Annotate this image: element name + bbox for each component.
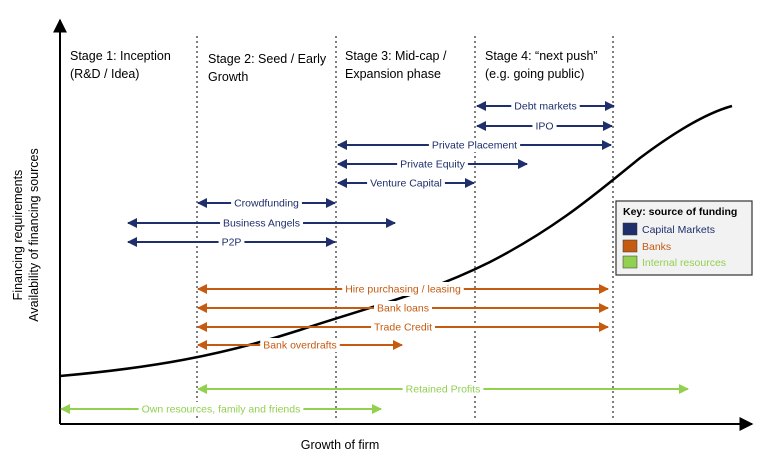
key-swatch [622,239,638,253]
source-private-equity: Private Equity [337,157,528,171]
source-private-placement: Private Placement [337,138,612,152]
source-label: Venture Capital [370,178,442,190]
source-ipo: IPO [476,119,613,133]
source-label-bg [231,196,302,210]
source-hire-purchasing-leasing: Hire purchasing / leasing [197,282,609,296]
key-label: Capital Markets [642,224,715,236]
source-label-bg [511,99,580,113]
key-item-banks: Banks [622,239,671,253]
source-label: Retained Profits [406,384,481,396]
source-label: IPO [535,121,553,133]
key-box [615,200,753,276]
y-axis-label-line2: Availability of financing sources [27,148,41,321]
source-bank-loans: Bank loans [197,301,609,315]
source-label-bg [371,320,435,334]
source-label: Own resources, family and friends [142,404,301,416]
source-own-resources: Own resources, family and friends [60,402,382,416]
source-label: Debt markets [514,101,576,113]
source-p2p: P2P [127,235,336,249]
source-label-bg [397,157,468,171]
source-label-bg [402,382,484,396]
source-retained-profits: Retained Profits [197,382,689,396]
source-label: Private Placement [432,140,517,152]
key-swatch [622,255,638,269]
financing-requirements-curve [59,104,733,378]
stage-2-title-line1: Stage 2: Seed / Early [208,52,327,66]
key-title: Key: source of funding [623,206,737,218]
source-label: Hire purchasing / leasing [345,284,461,296]
source-debt-markets: Debt markets [476,99,615,113]
stage-4-title-line2: (e.g. going public) [485,67,584,81]
source-label: Private Equity [400,159,466,171]
source-trade-credit: Trade Credit [197,320,609,334]
key-swatch [622,222,638,236]
x-axis-label: Growth of firm [301,438,380,452]
source-label: Crowdfunding [234,198,299,210]
stage-1-title-line2: (R&D / Idea) [70,67,139,81]
source-bank-overdrafts: Bank overdrafts [197,338,403,352]
funding-key-legend: Key: source of funding Capital Markets B… [615,200,753,276]
funding-source-arrows: Debt markets IPO Private Placement Priva… [60,99,689,416]
key-item-capital-markets: Capital Markets [622,222,715,236]
source-label-bg [260,338,340,352]
y-axis-label-line1: Financing requirements [11,170,25,301]
source-label: Business Angels [223,218,300,230]
source-label: Bank loans [377,303,429,315]
source-label-bg [138,402,304,416]
stage-3-title-line1: Stage 3: Mid-cap / [345,49,447,63]
source-label-bg [532,119,557,133]
stage-2-title-line2: Growth [208,70,248,84]
source-business-angels: Business Angels [127,216,396,230]
source-label: Bank overdrafts [263,340,337,352]
source-label: Trade Credit [374,322,432,334]
stage-1-title-line1: Stage 1: Inception [70,49,171,63]
stage-4-title-line1: Stage 4: “next push” [485,49,598,63]
key-label: Internal resources [642,257,726,269]
source-label-bg [367,176,445,190]
stage-3-title-line2: Expansion phase [345,67,441,81]
source-label-bg [374,301,432,315]
source-crowdfunding: Crowdfunding [197,196,336,210]
source-venture-capital: Venture Capital [337,176,475,190]
source-label-bg [219,216,304,230]
key-label: Banks [642,241,671,253]
source-label-bg [342,282,464,296]
source-label-bg [428,138,521,152]
source-label: P2P [222,237,242,249]
key-item-internal-resources: Internal resources [622,255,726,269]
source-label-bg [218,235,245,249]
